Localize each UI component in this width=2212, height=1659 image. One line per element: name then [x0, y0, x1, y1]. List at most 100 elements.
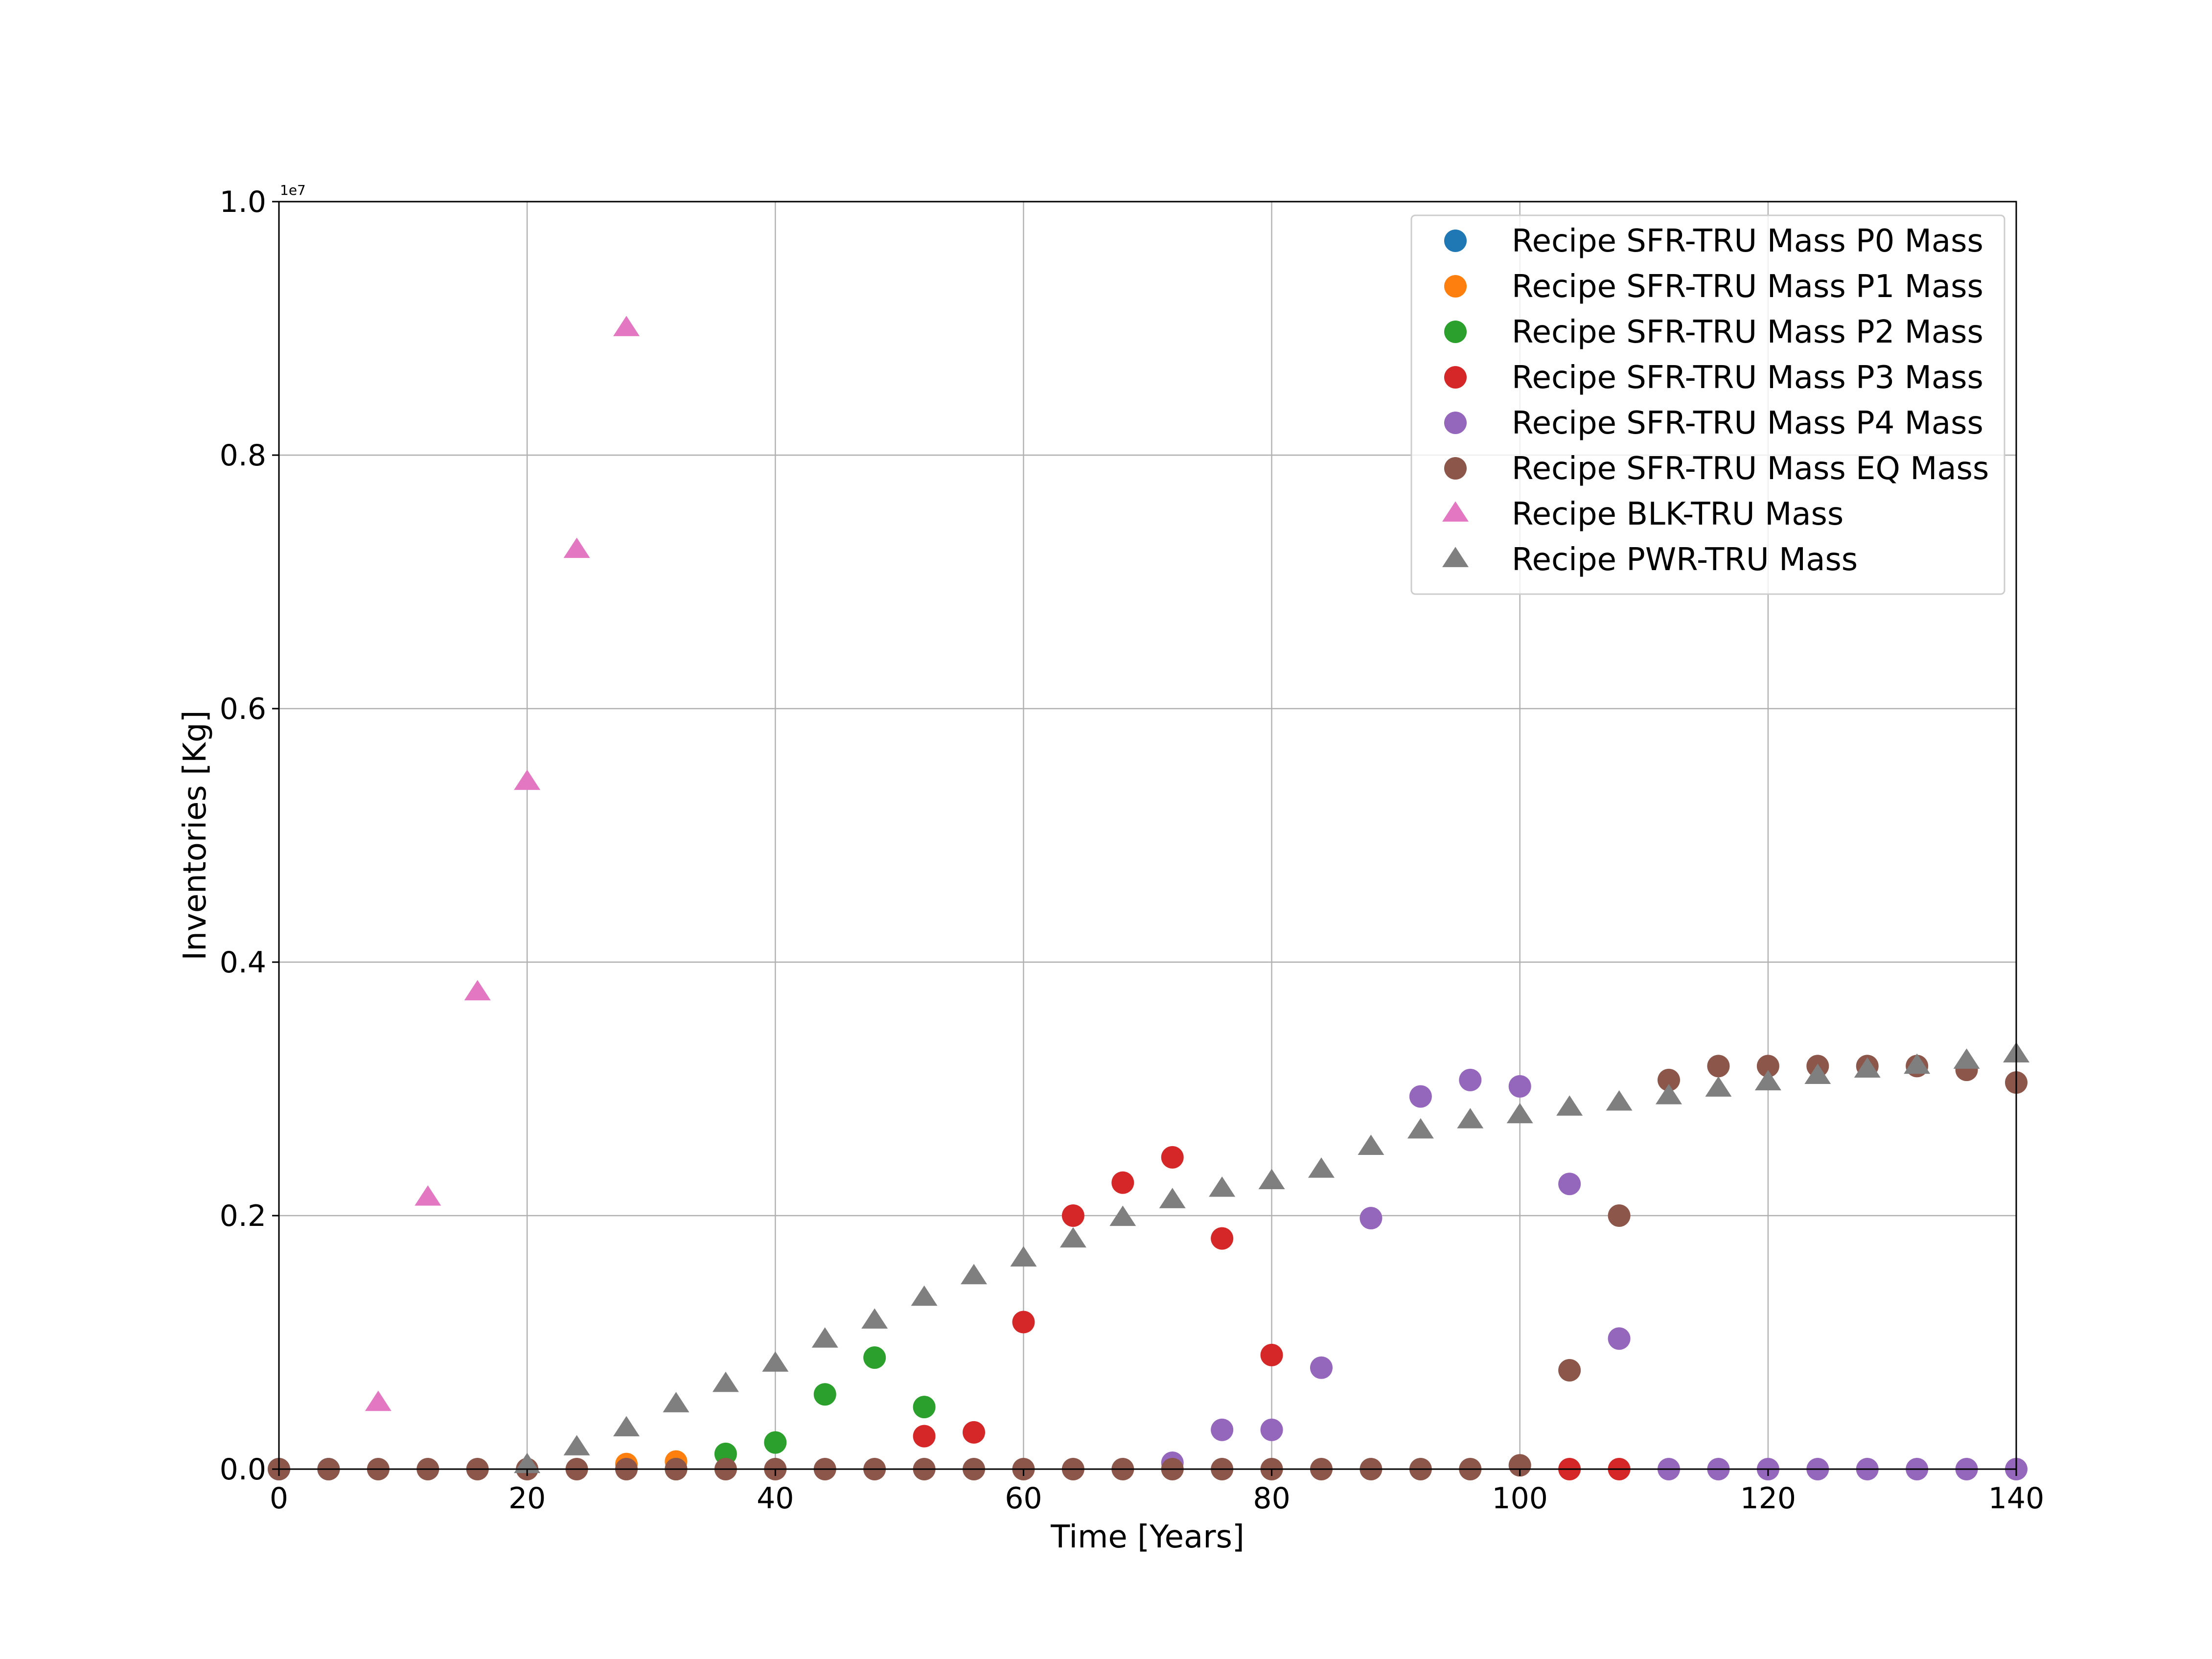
legend-label: Recipe SFR-TRU Mass EQ Mass [1512, 451, 1989, 487]
data-point [1211, 1227, 1234, 1250]
data-point [963, 1421, 985, 1444]
data-point [1508, 1454, 1531, 1477]
data-point [1161, 1146, 1184, 1169]
x-tick-label: 0 [270, 1481, 288, 1516]
x-tick-label: 140 [1988, 1481, 2045, 1516]
data-point [1558, 1173, 1581, 1196]
legend: Recipe SFR-TRU Mass P0 Mass Recipe SFR-TR… [1410, 214, 2005, 595]
data-point [1060, 1227, 1086, 1248]
legend-item: Recipe SFR-TRU Mass P0 Mass [1444, 223, 1983, 259]
axis-ticks: 0 20 40 60 80 100 120 140 0.0 0.2 0.4 0.6 0.8 1.0 [220, 185, 2045, 1516]
x-tick-label: 60 [1005, 1481, 1042, 1516]
data-point [961, 1264, 987, 1285]
data-point [563, 1435, 590, 1455]
y-tick-label: 0.0 [220, 1452, 266, 1487]
data-point [913, 1425, 936, 1448]
data-point [1260, 1418, 1283, 1441]
data-point [1260, 1343, 1283, 1366]
data-point [712, 1371, 739, 1392]
data-point [1111, 1171, 1134, 1194]
data-point [1656, 1083, 1682, 1105]
legend-label: Recipe SFR-TRU Mass P2 Mass [1512, 314, 1983, 350]
y-tick-label: 0.6 [220, 692, 266, 726]
data-point [1359, 1207, 1382, 1230]
data-point [663, 1392, 690, 1412]
data-point [514, 769, 541, 790]
data-point [1308, 1157, 1335, 1178]
x-tick-label: 20 [508, 1481, 546, 1516]
data-point [1109, 1205, 1136, 1226]
data-point [464, 980, 491, 1001]
legend-item: Recipe SFR-TRU Mass P1 Mass [1444, 269, 1983, 305]
legend-label: Recipe SFR-TRU Mass P3 Mass [1512, 360, 1983, 396]
legend-box [1410, 214, 2005, 595]
data-point [1705, 1076, 1732, 1097]
series-3 [913, 1146, 1631, 1480]
legend-item: Recipe SFR-TRU Mass P3 Mass [1444, 360, 1983, 396]
data-point [1409, 1085, 1432, 1108]
legend-item: Recipe PWR-TRU Mass [1442, 542, 1858, 578]
legend-label: Recipe SFR-TRU Mass P0 Mass [1512, 223, 1983, 259]
y-axis-label: Inventories [Kg] [177, 710, 213, 960]
data-point [1953, 1048, 1980, 1069]
legend-marker [1444, 275, 1467, 298]
series-6 [365, 316, 640, 1411]
data-point [1606, 1090, 1633, 1111]
y-tick-label: 0.8 [220, 438, 266, 473]
data-point [1904, 1053, 1931, 1074]
data-point [1558, 1359, 1581, 1382]
x-tick-label: 100 [1492, 1481, 1548, 1516]
data-point [1358, 1134, 1384, 1155]
legend-item: Recipe SFR-TRU Mass P4 Mass [1444, 405, 1983, 441]
data-point [1854, 1057, 1881, 1078]
y-tick-label: 0.4 [220, 945, 266, 980]
data-point [1756, 1055, 1779, 1078]
series-7 [514, 1042, 2029, 1474]
data-point [1159, 1188, 1186, 1208]
data-point [762, 1351, 789, 1372]
data-point [415, 1185, 441, 1206]
data-point [1310, 1356, 1333, 1379]
data-point [1258, 1169, 1285, 1189]
x-axis-label: Time [Years] [1050, 1519, 1244, 1555]
data-point [1457, 1108, 1484, 1129]
data-point [861, 1308, 888, 1329]
data-point [1658, 1068, 1680, 1091]
legend-marker [1442, 501, 1469, 522]
data-point [1459, 1068, 1482, 1091]
legend-item: Recipe BLK-TRU Mass [1442, 496, 1843, 532]
data-points [268, 316, 2029, 1480]
legend-item: Recipe SFR-TRU Mass EQ Mass [1444, 451, 1989, 487]
data-point [1407, 1118, 1434, 1139]
data-point [813, 1383, 836, 1406]
data-point [1804, 1063, 1831, 1084]
data-point [811, 1327, 838, 1348]
data-point [1754, 1070, 1781, 1090]
legend-marker [1444, 457, 1467, 480]
plot-frame [278, 201, 2017, 1470]
data-point [514, 1452, 541, 1474]
y-axis-offset-label: 1e7 [280, 182, 306, 198]
data-point [863, 1346, 886, 1369]
legend-marker [1444, 366, 1467, 389]
data-point [1209, 1176, 1236, 1197]
data-point [1608, 1204, 1631, 1227]
data-point [1211, 1418, 1234, 1441]
legend-label: Recipe BLK-TRU Mass [1512, 496, 1843, 532]
legend-label: Recipe SFR-TRU Mass P1 Mass [1512, 269, 1983, 305]
x-tick-label: 80 [1253, 1481, 1290, 1516]
data-point [1061, 1204, 1084, 1227]
data-point [911, 1285, 938, 1306]
legend-label: Recipe PWR-TRU Mass [1512, 542, 1858, 578]
legend-item: Recipe SFR-TRU Mass P2 Mass [1444, 314, 1983, 350]
legend-marker [1442, 547, 1469, 567]
data-point [1707, 1055, 1730, 1078]
data-point [613, 1416, 640, 1437]
data-point [1506, 1103, 1533, 1124]
x-tick-label: 40 [757, 1481, 794, 1516]
data-point [1556, 1095, 1583, 1116]
legend-marker [1444, 230, 1467, 252]
data-point [1010, 1246, 1037, 1267]
legend-marker [1444, 321, 1467, 343]
